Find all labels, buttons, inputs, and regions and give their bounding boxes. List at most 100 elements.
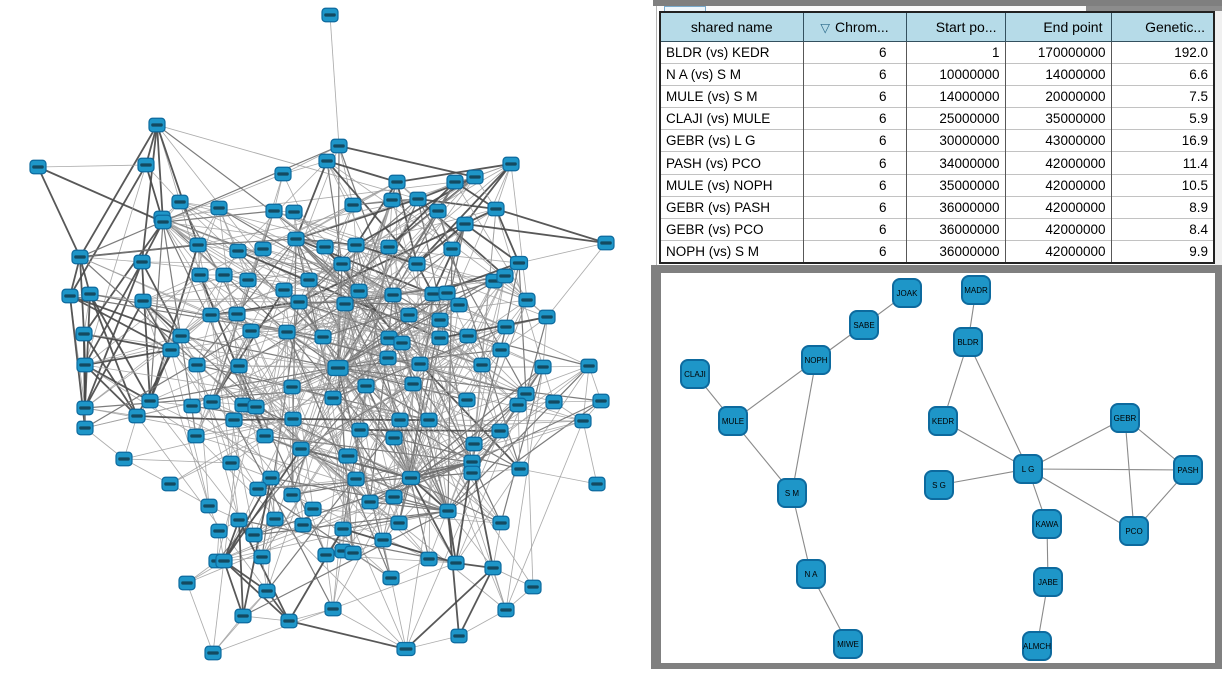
network-node[interactable] — [229, 243, 247, 259]
network-node[interactable] — [290, 294, 308, 310]
panel-divider[interactable] — [650, 6, 659, 265]
network-edge[interactable] — [162, 221, 297, 240]
table-cell[interactable]: 6 — [802, 151, 907, 175]
table-cell[interactable]: GEBR (vs) PCO — [659, 217, 804, 241]
network-edge[interactable] — [295, 204, 354, 240]
table-cell[interactable]: 6.6 — [1110, 62, 1215, 86]
network-node[interactable] — [382, 570, 400, 586]
network-node[interactable] — [304, 501, 322, 517]
network-edge[interactable] — [505, 420, 584, 611]
table-cell[interactable]: 36000000 — [905, 217, 1006, 241]
network-edge[interactable] — [439, 316, 548, 339]
network-edge[interactable] — [791, 359, 817, 494]
network-edge[interactable] — [337, 303, 346, 369]
table-cell[interactable]: 20000000 — [1004, 84, 1112, 108]
network-node[interactable] — [71, 249, 89, 265]
network-node[interactable]: KEDR — [928, 406, 958, 436]
network-edge[interactable] — [123, 418, 294, 460]
network-edge[interactable] — [79, 145, 340, 258]
network-node[interactable] — [202, 307, 220, 323]
network-node[interactable] — [287, 231, 305, 247]
network-node[interactable] — [292, 441, 310, 457]
network-edge[interactable] — [295, 238, 360, 292]
network-edge[interactable] — [338, 145, 354, 206]
table-cell[interactable]: 6 — [802, 107, 907, 130]
network-edge[interactable] — [388, 337, 473, 463]
network-edge[interactable] — [481, 364, 501, 432]
network-node[interactable] — [321, 7, 339, 23]
network-node[interactable] — [215, 267, 233, 283]
network-node[interactable] — [76, 400, 94, 416]
network-edge[interactable] — [967, 341, 1029, 470]
network-node[interactable] — [450, 297, 468, 313]
network-edge[interactable] — [238, 365, 276, 520]
network-edge[interactable] — [84, 300, 144, 409]
network-edge[interactable] — [518, 242, 607, 264]
network-edge[interactable] — [298, 301, 460, 306]
network-node[interactable] — [463, 465, 481, 481]
network-node[interactable] — [239, 272, 257, 288]
network-edge[interactable] — [308, 275, 506, 281]
network-node[interactable] — [429, 203, 447, 219]
network-node[interactable] — [459, 328, 477, 344]
network-edge[interactable] — [393, 496, 449, 512]
table-cell[interactable]: 6 — [802, 195, 907, 219]
network-node[interactable] — [256, 428, 274, 444]
table-cell[interactable]: 42000000 — [1004, 217, 1112, 241]
network-edge[interactable] — [84, 314, 212, 409]
network-node[interactable] — [330, 138, 348, 154]
network-edge[interactable] — [355, 244, 360, 292]
network-node[interactable] — [245, 527, 263, 543]
network-edge[interactable] — [84, 261, 143, 366]
network-node[interactable] — [265, 203, 283, 219]
network-edge[interactable] — [84, 164, 147, 366]
network-edge[interactable] — [283, 289, 394, 296]
table-cell[interactable]: 8.9 — [1110, 195, 1215, 219]
network-edge[interactable] — [210, 314, 240, 521]
network-node[interactable] — [361, 494, 379, 510]
network-node[interactable] — [141, 393, 159, 409]
network-node[interactable] — [408, 256, 426, 272]
network-edge[interactable] — [136, 415, 235, 421]
network-edge[interactable] — [390, 577, 407, 650]
network-edge[interactable] — [89, 293, 151, 402]
network-node[interactable] — [351, 422, 369, 438]
network-edge[interactable] — [337, 367, 412, 479]
column-header-3[interactable]: End point — [1004, 11, 1112, 42]
network-edge[interactable] — [322, 294, 394, 338]
network-edge[interactable] — [186, 582, 214, 654]
network-node[interactable] — [374, 532, 392, 548]
network-node[interactable] — [283, 487, 301, 503]
network-node[interactable] — [242, 323, 260, 339]
network-node[interactable] — [388, 174, 406, 190]
network-edge[interactable] — [156, 124, 419, 200]
network-edge[interactable] — [250, 330, 302, 450]
network-edge[interactable] — [337, 275, 506, 369]
network-edge[interactable] — [282, 145, 340, 175]
network-node[interactable] — [534, 359, 552, 375]
network-node[interactable] — [597, 235, 615, 251]
network-edge[interactable] — [79, 244, 199, 258]
network-node[interactable]: GEBR — [1110, 403, 1140, 433]
network-node[interactable] — [465, 436, 483, 452]
network-node[interactable] — [456, 216, 474, 232]
network-node[interactable] — [443, 241, 461, 257]
network-edge[interactable] — [216, 477, 412, 562]
network-edge[interactable] — [382, 363, 421, 541]
network-edge[interactable] — [326, 160, 398, 183]
network-node[interactable] — [128, 408, 146, 424]
column-header-4[interactable]: Genetic... — [1110, 11, 1215, 42]
network-edge[interactable] — [332, 397, 449, 512]
network-node[interactable] — [134, 293, 152, 309]
network-node[interactable] — [284, 411, 302, 427]
network-edge[interactable] — [83, 333, 172, 351]
network-edge[interactable] — [142, 300, 259, 490]
network-node[interactable] — [210, 200, 228, 216]
network-edge[interactable] — [197, 238, 297, 246]
network-node[interactable] — [466, 169, 484, 185]
network-edge[interactable] — [338, 145, 476, 178]
table-cell[interactable]: 42000000 — [1004, 240, 1112, 265]
network-node[interactable] — [300, 272, 318, 288]
network-edge[interactable] — [481, 316, 548, 366]
table-cell[interactable]: 14000000 — [905, 84, 1006, 108]
